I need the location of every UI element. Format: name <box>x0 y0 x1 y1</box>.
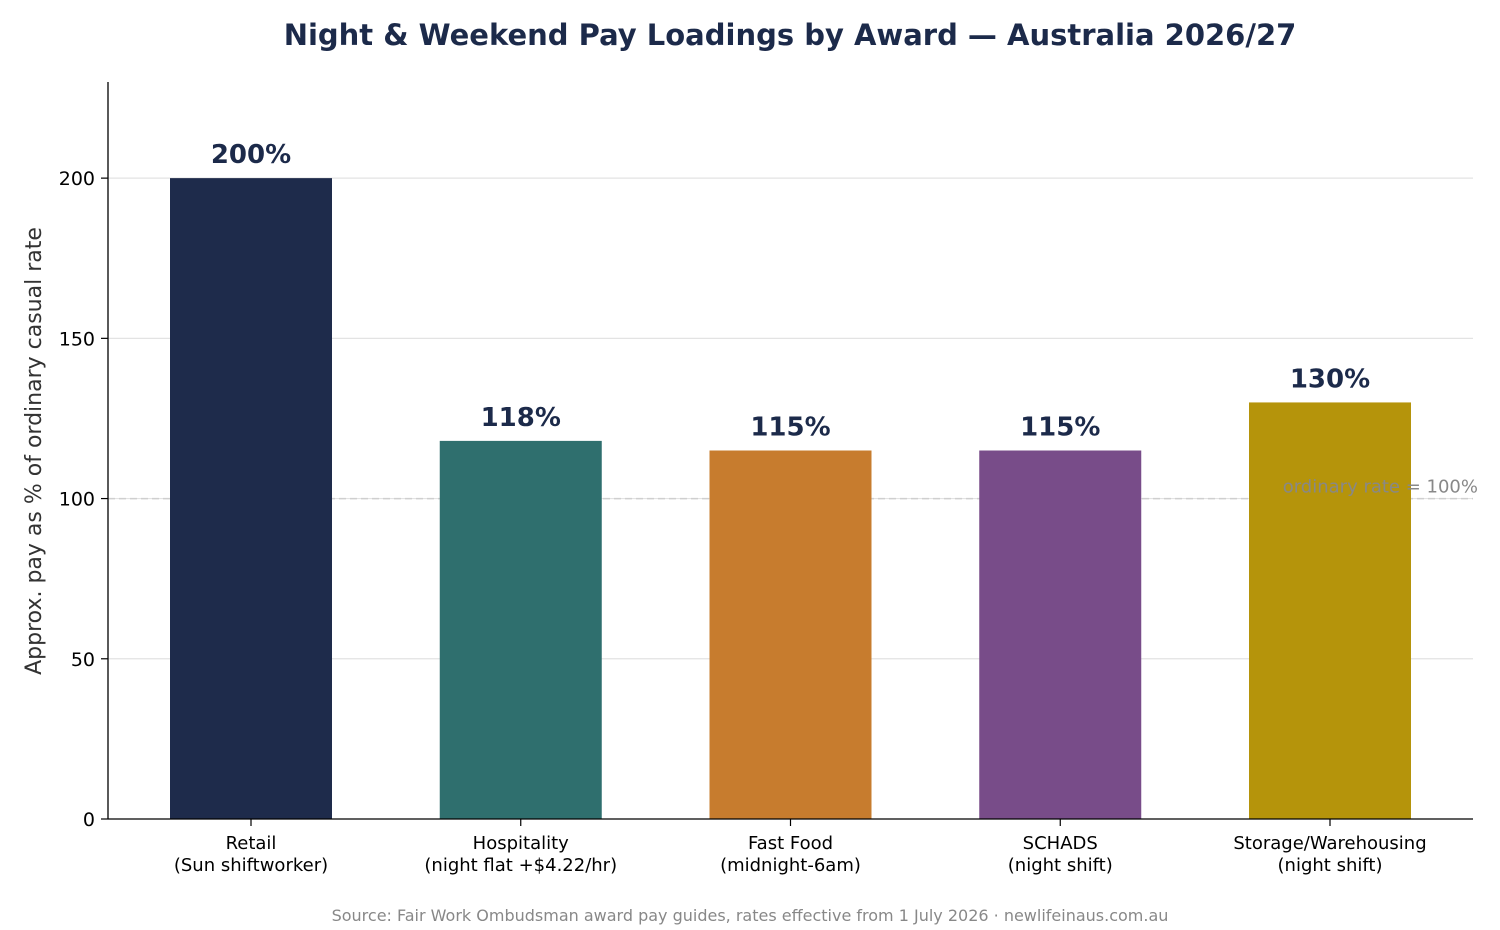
data-labels: ordinary rate = 100% 200% 118% 115% 115% 130% <box>211 140 1478 497</box>
x-tick-label: Hospitality <box>473 833 570 854</box>
x-tick-label: (Sun shiftworker) <box>174 855 328 876</box>
x-ticks: Retail(Sun shiftworker)Hospitality(night… <box>174 819 1427 876</box>
bar-value-label: 115% <box>750 413 830 443</box>
bar <box>979 450 1142 819</box>
x-tick-label: (midnight-6am) <box>720 855 861 876</box>
bar-value-label: 118% <box>481 403 561 433</box>
bar-value-label: 115% <box>1020 413 1100 443</box>
chart-title: Night & Weekend Pay Loadings by Award — … <box>284 18 1297 52</box>
x-tick-label: Storage/Warehousing <box>1233 833 1426 854</box>
x-tick-label: Retail <box>226 833 277 854</box>
bar <box>439 440 602 819</box>
y-tick-label: 50 <box>71 649 95 671</box>
x-tick-label: (night flat +$4.22/hr) <box>424 855 617 876</box>
x-tick-label: (night shift) <box>1008 855 1113 876</box>
y-ticks: 0 50 100 150 200 <box>59 168 108 831</box>
source-note: Source: Fair Work Ombudsman award pay gu… <box>332 906 1169 925</box>
bar-value-label: 130% <box>1290 364 1370 394</box>
y-axis-label: Approx. pay as % of ordinary casual rate <box>22 227 47 675</box>
y-tick-label: 100 <box>59 489 95 511</box>
reference-line-label: ordinary rate = 100% <box>1283 477 1478 498</box>
x-tick-label: (night shift) <box>1278 855 1383 876</box>
y-tick-label: 200 <box>59 168 95 190</box>
x-tick-label: SCHADS <box>1023 833 1098 854</box>
y-tick-label: 150 <box>59 328 95 350</box>
bars <box>170 178 1411 819</box>
bar <box>170 178 332 819</box>
bar <box>1249 402 1411 819</box>
bar <box>709 450 872 819</box>
bar-value-label: 200% <box>211 140 291 170</box>
y-tick-label: 0 <box>83 809 95 831</box>
x-tick-label: Fast Food <box>748 833 833 854</box>
